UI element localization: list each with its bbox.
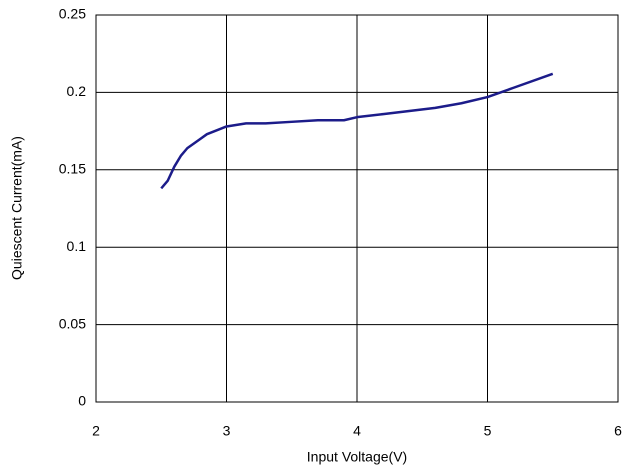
y-tick-label: 0.05 <box>59 315 86 331</box>
y-tick-label: 0.1 <box>67 238 87 254</box>
x-tick-label: 2 <box>92 423 100 439</box>
y-tick-label: 0.25 <box>59 6 86 22</box>
x-tick-label: 4 <box>353 423 361 439</box>
x-tick-label: 5 <box>484 423 492 439</box>
y-tick-label: 0 <box>78 393 86 409</box>
x-tick-label: 3 <box>223 423 231 439</box>
data-line <box>160 72 554 190</box>
y-tick-label: 0.2 <box>67 83 87 99</box>
x-axis-label: Input Voltage(V) <box>307 449 407 465</box>
y-axis-label: Quiescent Current(mA) <box>9 136 25 280</box>
x-tick-label: 6 <box>614 423 622 439</box>
y-tick-label: 0.15 <box>59 161 86 177</box>
